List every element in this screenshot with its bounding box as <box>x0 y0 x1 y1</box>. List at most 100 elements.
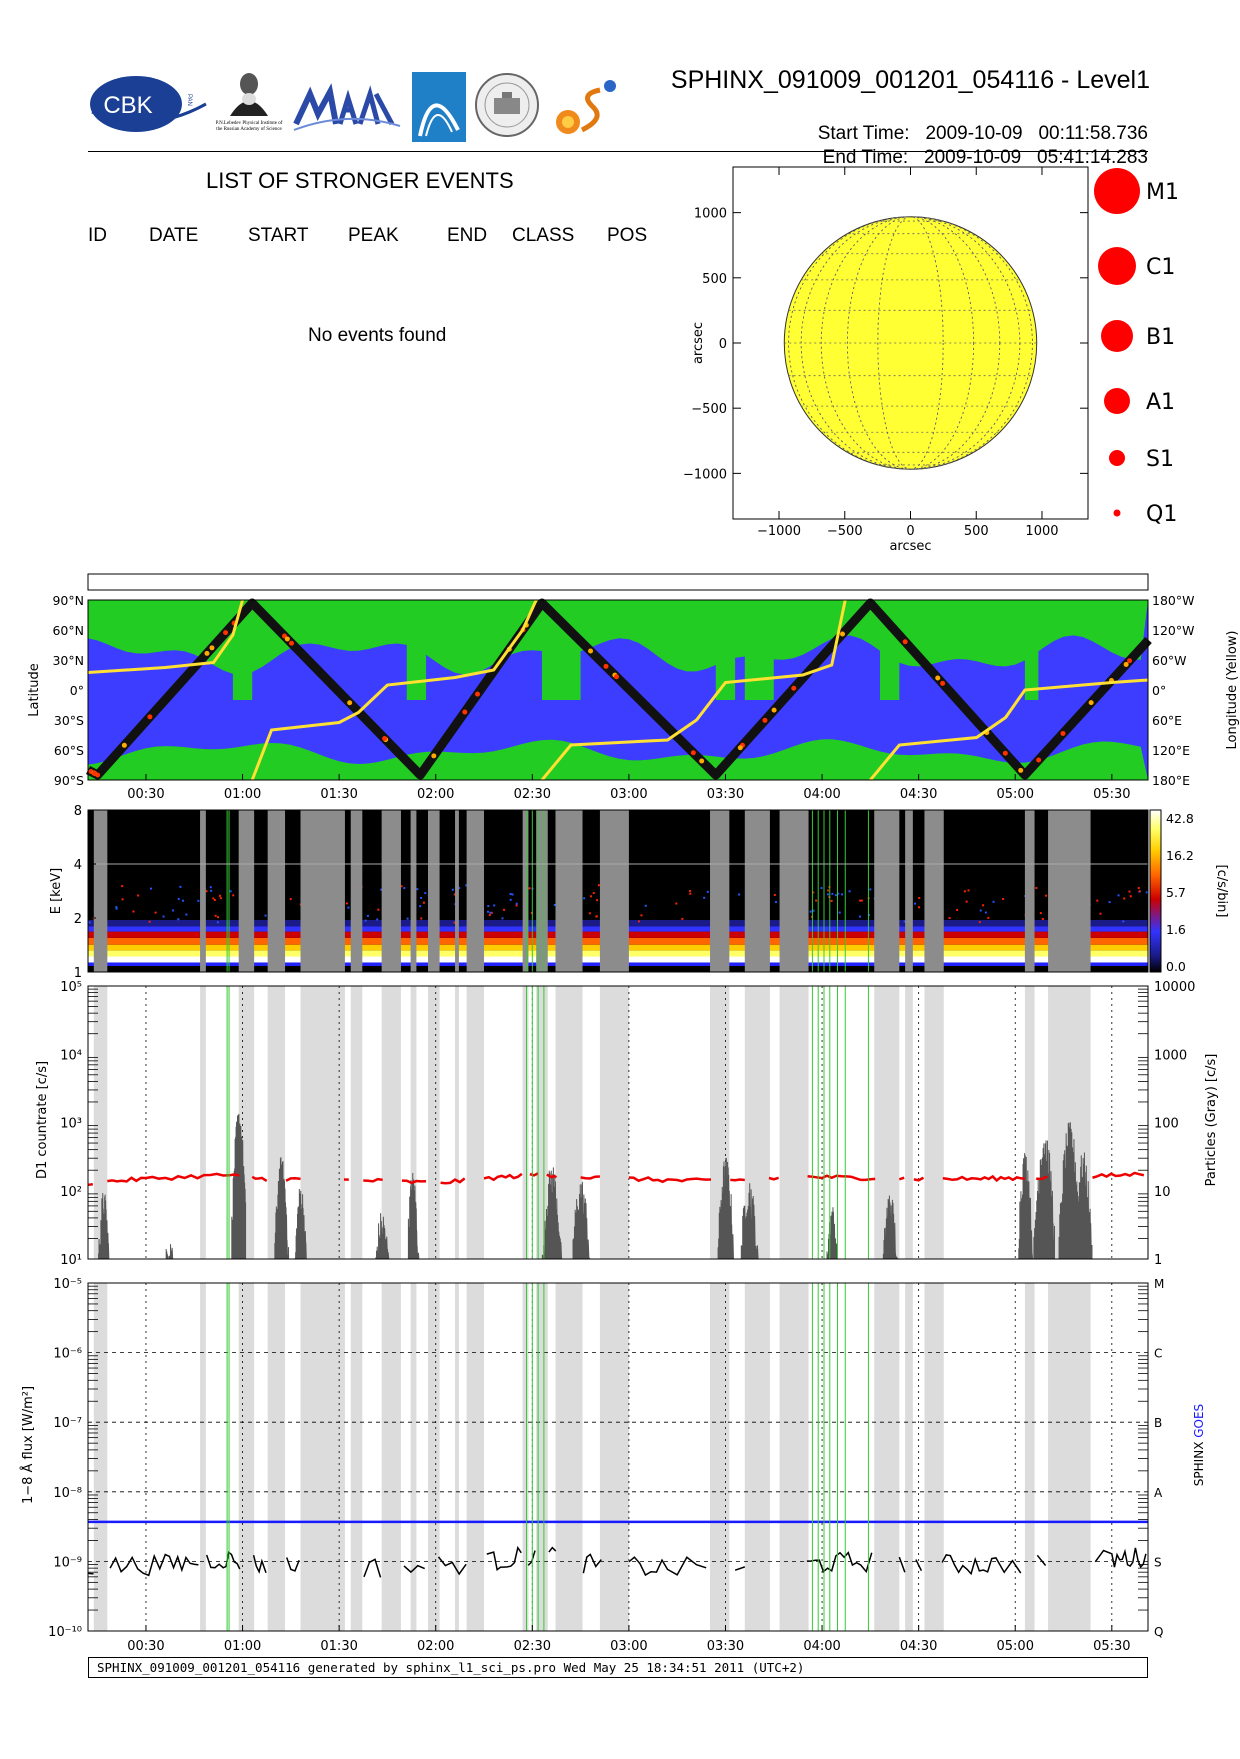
spectrum-gray-band <box>467 810 484 972</box>
flux-gray-band <box>1048 1283 1090 1631</box>
spectrum-sparse-count <box>914 903 916 905</box>
flux-ytick-right-label: B <box>1154 1416 1162 1430</box>
spectrum-sparse-count <box>265 915 267 917</box>
spectrum-gray-band <box>1025 810 1035 972</box>
countrate-gray-band <box>600 986 629 1259</box>
sphinx-flux-series <box>364 1559 381 1577</box>
solar-ytick-label: −500 <box>691 402 727 417</box>
countrate-gray-band <box>428 986 440 1259</box>
legend-dot-b1 <box>1101 320 1133 352</box>
sphinx-flux-series <box>629 1557 706 1575</box>
flux-xtick-label: 03:30 <box>707 1639 744 1654</box>
solar-xtick-label: −500 <box>827 524 863 539</box>
spectrum-sparse-count <box>1146 891 1148 893</box>
orbit-track-count-speck <box>223 630 228 635</box>
spectrum-sparse-count <box>1109 901 1111 903</box>
countrate-gray-band <box>780 986 809 1259</box>
sphinx-flux-series <box>110 1555 198 1576</box>
countrate-gray-band <box>455 986 459 1259</box>
spectrum-sparse-count <box>137 895 139 897</box>
spectrum-sparse-count <box>968 889 970 891</box>
spectrum-sparse-count <box>219 895 221 897</box>
spectrum-sparse-count <box>918 897 920 899</box>
spectrum-sparse-count <box>116 908 118 910</box>
colorbar-tick-label: 0.0 <box>1166 959 1186 974</box>
spectrum-ytick-label: 8 <box>74 804 82 819</box>
flux-gray-band <box>555 1283 582 1631</box>
spectrum-sparse-count <box>407 918 409 920</box>
spectrum-sparse-count <box>172 909 174 911</box>
spectrum-gray-band <box>428 810 440 972</box>
spectrum-sparse-count <box>217 921 219 923</box>
orbit-ytick-left-label: 0° <box>70 683 84 698</box>
d1-countrate-series <box>730 1180 744 1181</box>
flux-ytick-right-label: A <box>1154 1486 1163 1500</box>
countrate-gray-band <box>351 986 363 1259</box>
solar-xtick-label: −1000 <box>757 524 801 539</box>
sphinx-flux-series <box>438 1557 466 1574</box>
spectrum-sparse-count <box>347 907 349 909</box>
spectrum-sparse-count <box>859 916 861 918</box>
spectrum-sparse-count <box>376 918 378 920</box>
flux-legend: SPHINX GOES <box>1192 1404 1206 1486</box>
legend-label-q1: Q1 <box>1146 502 1177 527</box>
d1-countrate-series <box>107 1174 239 1182</box>
orbit-xtick-label: 01:30 <box>320 787 357 802</box>
orbit-xtick-label: 02:00 <box>417 787 454 802</box>
spectrum-sparse-count <box>121 885 123 887</box>
orbit-ytick-right-label: 60°W <box>1152 653 1187 668</box>
particle-burst <box>406 1173 419 1259</box>
spectrum-sparse-count <box>367 915 369 917</box>
solar-xlabel: arcsec <box>889 539 931 554</box>
orbit-track-count-speck <box>738 745 743 750</box>
orbit-ytick-right-label: 120°W <box>1152 623 1194 638</box>
d1-countrate-series <box>88 1184 93 1185</box>
spectrum-sparse-count <box>416 888 418 890</box>
spectrum-sparse-count <box>510 893 512 895</box>
spectrum-sparse-count <box>529 887 531 889</box>
spectrum-sparse-count <box>985 912 987 914</box>
spectrum-sparse-count <box>346 902 348 904</box>
legend-label-s1: S1 <box>1146 447 1174 472</box>
solar-ytick-label: 500 <box>702 272 727 287</box>
flux-gray-band <box>745 1283 770 1631</box>
spectrum-sparse-count <box>122 898 124 900</box>
countrate-ytick-right-label: 1 <box>1154 1253 1162 1268</box>
flux-legend-goes: GOES <box>1192 1404 1206 1438</box>
flux-xtick-label: 01:00 <box>224 1639 261 1654</box>
orbit-track-count-speck <box>209 645 214 650</box>
d1-countrate-series <box>484 1174 522 1180</box>
flux-gray-band <box>428 1283 440 1631</box>
spectrum-sparse-count <box>1138 887 1140 889</box>
d1-countrate-series <box>581 1176 600 1178</box>
solar-ylabel: arcsec <box>691 322 706 364</box>
orbit-green-plume <box>407 640 426 700</box>
spectrum-gray-band <box>780 810 809 972</box>
spectrum-sparse-count <box>452 889 454 891</box>
flux-gray-band <box>268 1283 285 1631</box>
sphinx-flux-series <box>1037 1555 1045 1565</box>
spectrum-sparse-count <box>831 900 833 902</box>
countrate-gray-band <box>523 986 529 1259</box>
flux-xtick-label: 00:30 <box>127 1639 164 1654</box>
spectrum-gray-band <box>555 810 582 972</box>
spectrum-ytick-label: 1 <box>74 966 82 981</box>
spectrum-sparse-count <box>918 906 920 908</box>
spectrum-sparse-count <box>182 900 184 902</box>
spectrum-sparse-count <box>178 898 180 900</box>
spectrum-sparse-count <box>640 914 642 916</box>
orbit-track-count-speck <box>285 636 290 641</box>
orbit-ytick-left-label: 60°S <box>54 743 84 758</box>
orbit-track-count-speck <box>347 700 352 705</box>
orbit-xtick-label: 04:00 <box>803 787 840 802</box>
sphinx-flux-series <box>942 1555 1021 1574</box>
flux-xtick-label: 04:00 <box>803 1639 840 1654</box>
orbit-track-count-speck <box>791 686 796 691</box>
d1-countrate-series <box>1093 1173 1144 1178</box>
spectrum-sparse-count <box>827 893 829 895</box>
orbit-track-count-speck <box>762 718 767 723</box>
countrate-ylabel-right: Particles (Gray) [c/s] <box>1204 1054 1219 1187</box>
sphinx-flux-series <box>528 1551 535 1566</box>
sphinx-flux-series <box>254 1555 266 1573</box>
orbit-ytick-right-label: 180°W <box>1152 593 1194 608</box>
